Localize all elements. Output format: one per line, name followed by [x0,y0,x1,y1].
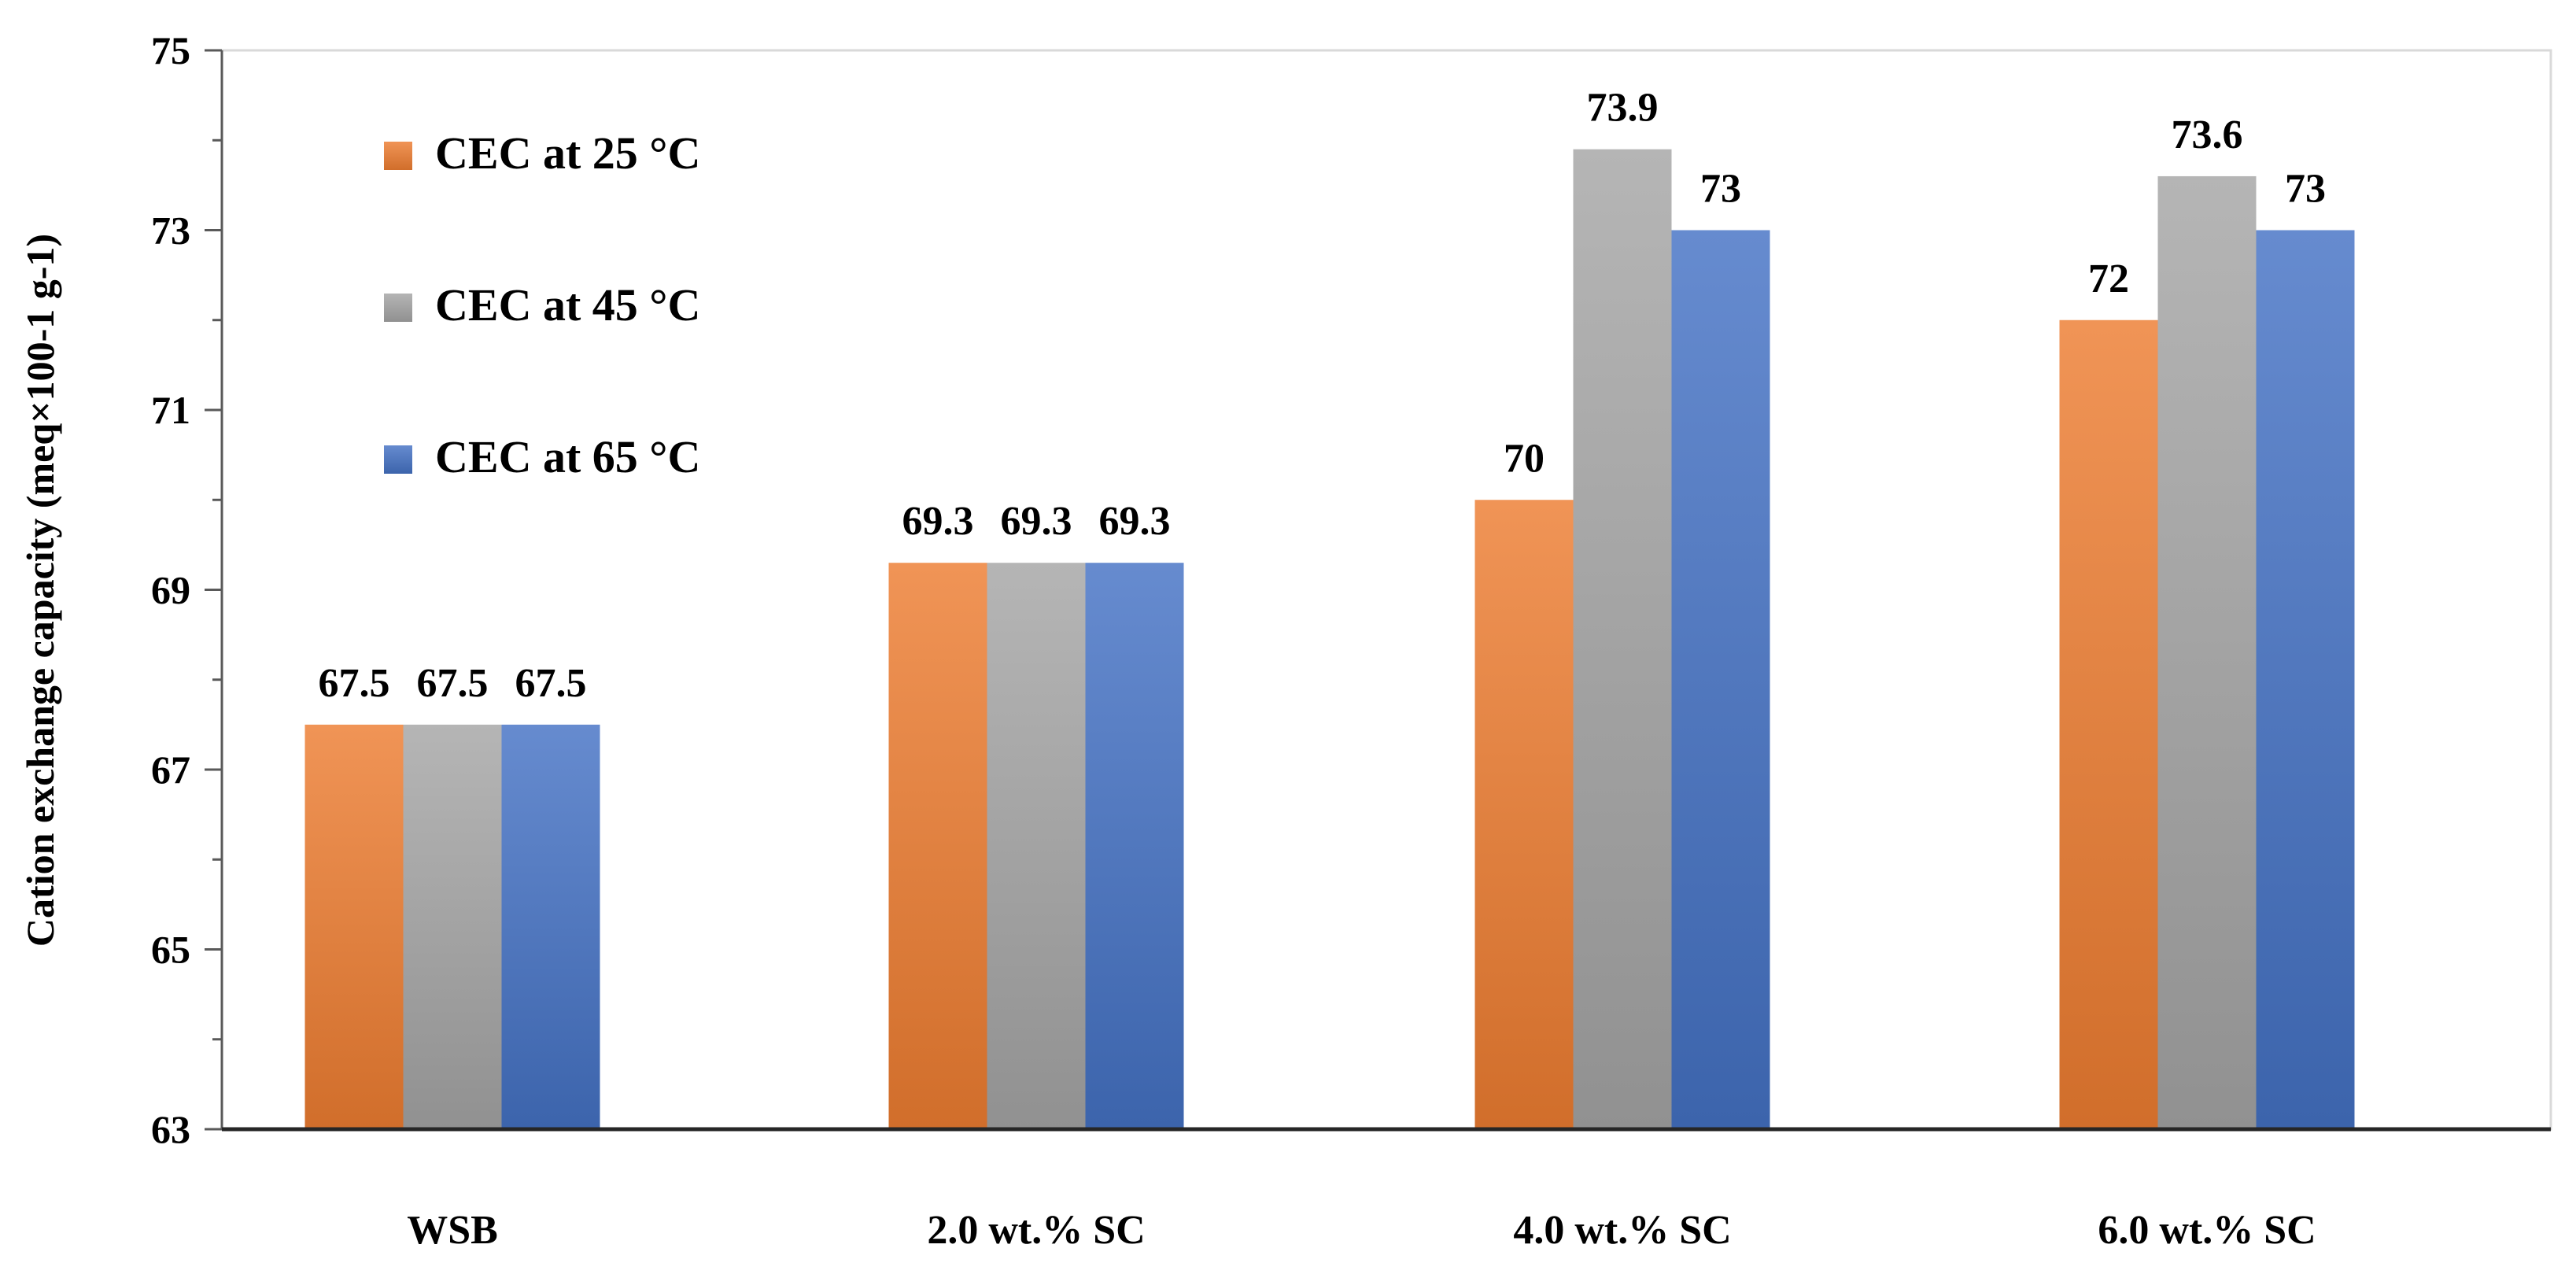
legend-label: CEC at 65 °C [435,431,700,482]
bars-group [222,149,2551,1132]
bar-2-0-wt-sc-series-2 [987,563,1086,1129]
bar-6-0-wt-sc-series-3 [2256,230,2355,1129]
y-tick-label: 69 [151,568,190,612]
y-tick-label: 63 [151,1107,190,1151]
data-label: 69.3 [902,499,974,544]
legend-swatch [384,142,412,170]
y-tick-label: 71 [151,388,190,432]
category-label: 6.0 wt.% SC [2098,1208,2316,1253]
data-label: 73 [2285,167,2326,212]
data-label: 69.3 [1001,499,1072,544]
data-label: 73.6 [2172,113,2243,157]
data-label: 70 [1504,436,1544,481]
bar-wsb-series-1 [304,724,404,1129]
legend-swatch [384,445,412,474]
category-labels-group: WSB 2.0 wt.% SC 4.0 wt.% SC 6.0 wt.% SC [407,1208,2316,1253]
bar-6-0-wt-sc-series-1 [2059,319,2158,1129]
y-tick-label: 65 [151,928,190,972]
legend-label: CEC at 45 °C [435,279,700,331]
category-label: 2.0 wt.% SC [927,1208,1145,1253]
legend-swatch [384,294,412,322]
y-tick-label: 73 [151,209,190,253]
category-label: WSB [407,1208,498,1253]
category-label: 4.0 wt.% SC [1513,1208,1731,1253]
data-label: 72 [2088,257,2129,301]
data-label: 67.5 [515,661,587,706]
bar-2-0-wt-sc-series-1 [888,563,987,1129]
data-label: 69.3 [1099,499,1171,544]
data-label: 67.5 [417,661,489,706]
bar-wsb-series-3 [501,724,600,1129]
y-axis: 63 65 67 69 71 73 75 [151,28,223,1151]
bar-4-0-wt-sc-series-1 [1474,500,1574,1129]
data-labels-group: 67.5 67.5 67.5 69.3 69.3 69.3 70 73.9 73 72 73.6 73 [319,86,2327,706]
bar-4-0-wt-sc-series-3 [1671,230,1770,1129]
y-tick-label: 67 [151,748,190,792]
data-label: 67.5 [319,661,390,706]
data-label: 73.9 [1587,86,1659,131]
legend: CEC at 25 °C CEC at 45 °C CEC at 65 °C [384,127,700,482]
data-label: 73 [1700,167,1741,212]
bar-6-0-wt-sc-series-2 [2157,175,2257,1130]
y-axis-title: Cation exchange capacity (meq×100-1 g-1) [18,234,62,947]
bar-wsb-series-2 [403,724,502,1129]
y-tick-label: 75 [151,28,190,72]
legend-label: CEC at 25 °C [435,127,700,179]
bar-2-0-wt-sc-series-3 [1085,563,1184,1129]
bar-4-0-wt-sc-series-2 [1573,149,1672,1129]
